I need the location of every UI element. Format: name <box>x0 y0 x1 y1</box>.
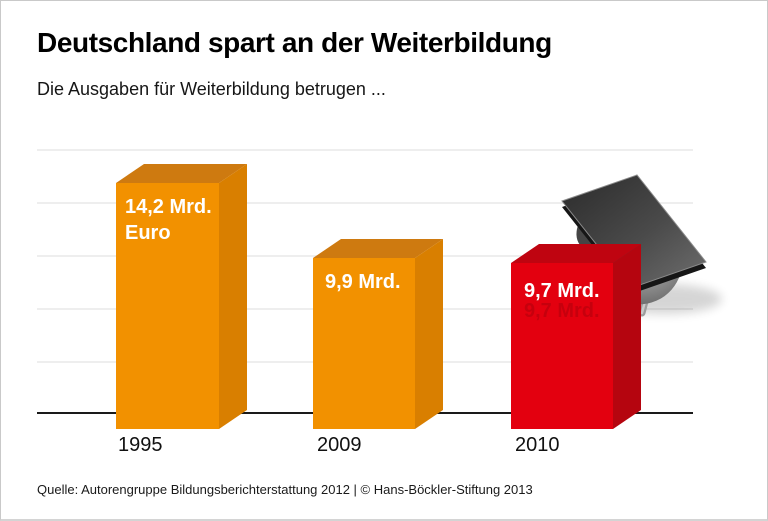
x-axis-label-2010: 2010 <box>515 434 560 456</box>
bar-2010: 9,7 Mrd. 9,7 Mrd. <box>511 244 641 429</box>
bar-2009-front <box>313 258 415 429</box>
x-axis-label-1995: 1995 <box>118 434 163 456</box>
bar-1995-top <box>116 164 247 183</box>
x-axis-labels: 1995 2009 2010 <box>118 434 560 456</box>
bar-1995-front <box>116 183 219 429</box>
bar-2009: 9,9 Mrd. <box>313 239 443 429</box>
x-axis-label-2009: 2009 <box>317 434 362 456</box>
page-subtitle: Die Ausgaben für Weiterbildung betrugen … <box>37 79 386 99</box>
bar-value-label: 9,9 Mrd. <box>325 271 401 293</box>
bar-2009-top <box>313 239 443 258</box>
bar-value-label-reflection: 9,7 Mrd. <box>524 300 600 322</box>
bar-2010-top <box>511 244 641 263</box>
bar-value-label: 9,7 Mrd. <box>524 280 600 302</box>
bar-value-label: 14,2 Mrd. <box>125 196 212 218</box>
bar-2010-front <box>511 263 613 429</box>
bar-2010-side <box>613 244 641 429</box>
source-text: Quelle: Autorengruppe Bildungsberichters… <box>37 482 533 497</box>
bar-2009-side <box>415 239 443 429</box>
bar-value-label-unit: Euro <box>125 222 171 244</box>
bar-1995-side <box>219 164 247 429</box>
bar-1995: 14,2 Mrd. Euro <box>116 164 247 429</box>
page-title: Deutschland spart an der Weiterbildung <box>37 27 552 58</box>
